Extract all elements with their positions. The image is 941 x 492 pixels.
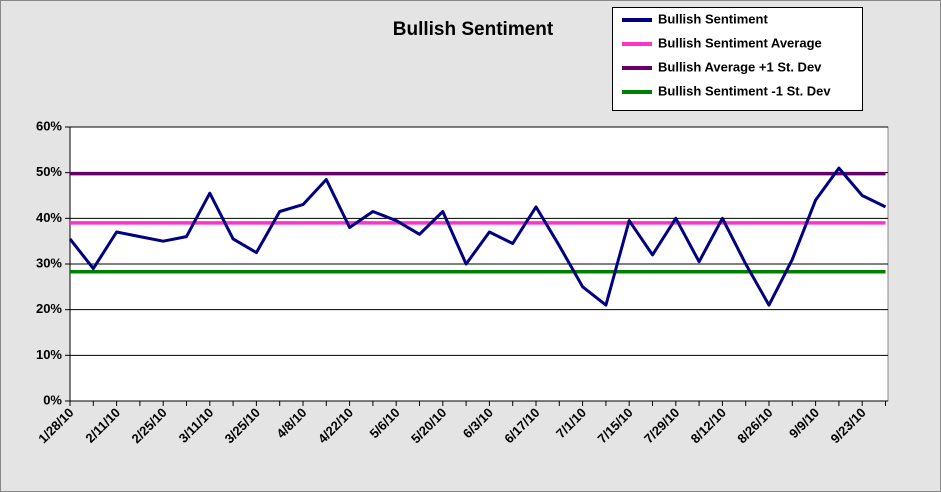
y-tick-label: 40% [36,210,62,225]
legend-label: Bullish Average +1 St. Dev [658,59,822,74]
chart-title: Bullish Sentiment [393,19,554,40]
legend-label: Bullish Sentiment -1 St. Dev [658,83,831,98]
legend-label: Bullish Sentiment Average [658,35,822,50]
y-tick-label: 20% [36,301,62,316]
y-tick-label: 0% [43,392,62,407]
series-line [68,166,887,307]
y-tick-label: 30% [36,255,62,270]
y-tick-label: 60% [36,118,62,133]
legend [612,7,863,111]
y-tick-label: 10% [36,347,62,362]
legend-label: Bullish Sentiment [658,11,768,26]
y-tick-label: 50% [36,164,62,179]
